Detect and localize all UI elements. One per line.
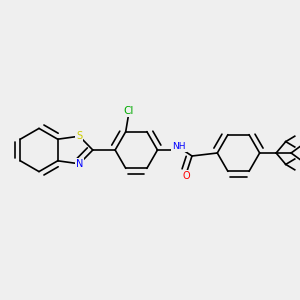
Text: S: S (76, 131, 83, 141)
Text: N: N (76, 159, 83, 169)
Text: O: O (183, 171, 190, 181)
Text: NH: NH (172, 142, 186, 151)
Text: Cl: Cl (124, 106, 134, 116)
